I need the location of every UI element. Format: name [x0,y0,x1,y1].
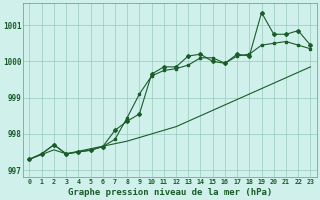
X-axis label: Graphe pression niveau de la mer (hPa): Graphe pression niveau de la mer (hPa) [68,188,272,197]
